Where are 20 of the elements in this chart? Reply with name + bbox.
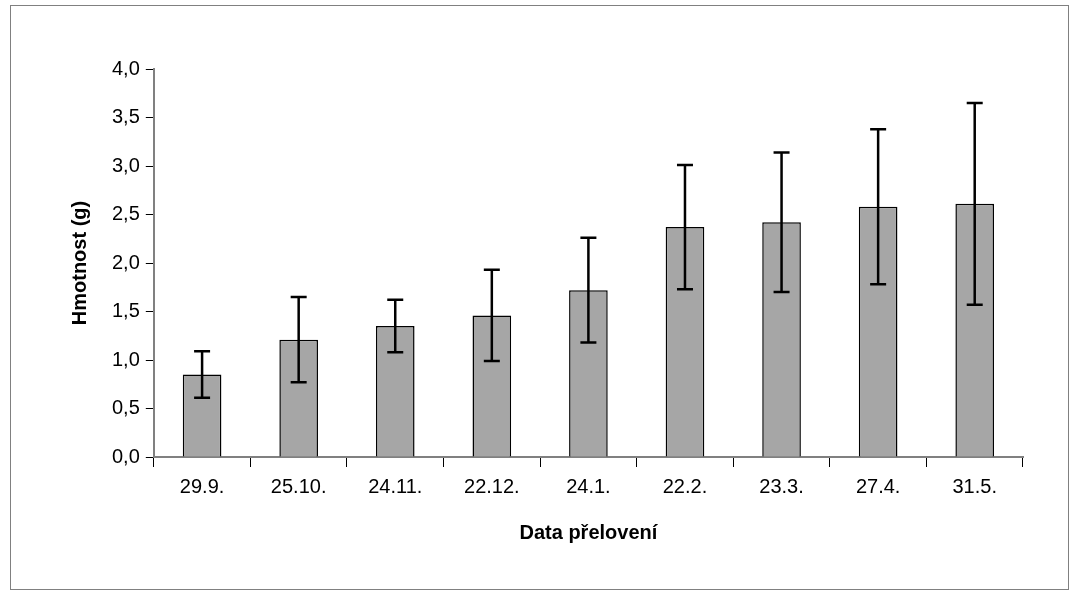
x-tick-label: 25.10.	[270, 474, 327, 497]
x-tick-label: 24.11.	[368, 474, 423, 497]
x-tick-label: 22.2.	[662, 474, 708, 497]
y-tick-label: 4,0	[111, 56, 140, 79]
x-tick-label: 29.9.	[179, 474, 225, 497]
x-axis-title: Data přelovení	[519, 520, 659, 543]
x-tick-label: 22.12.	[464, 474, 520, 497]
y-tick-label: 3,5	[111, 105, 140, 128]
y-tick-label: 1,0	[111, 347, 140, 370]
x-tick-label: 24.1.	[566, 474, 611, 497]
y-tick-label: 0,5	[111, 396, 140, 419]
y-tick-label: 2,5	[111, 202, 140, 225]
x-tick-label: 23.3.	[759, 474, 804, 497]
y-tick-label: 3,0	[111, 153, 140, 176]
x-tick-label: 31.5.	[952, 474, 997, 497]
y-tick-label: 1,5	[111, 299, 140, 322]
y-tick-label: 2,0	[111, 250, 140, 273]
y-tick-label: 0,0	[111, 444, 140, 467]
y-axis-title: Hmotnost (g)	[67, 200, 90, 326]
x-tick-label: 27.4.	[855, 474, 901, 497]
